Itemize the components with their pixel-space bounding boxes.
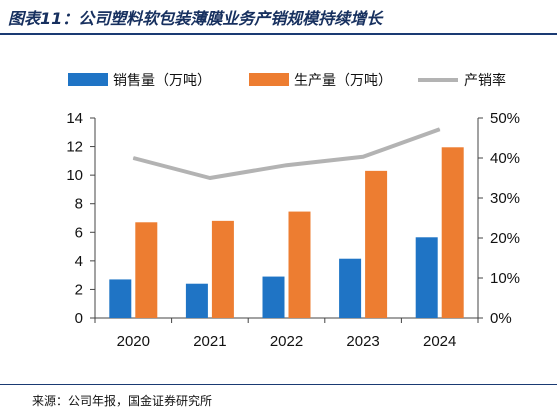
y-left-tick-label: 4 <box>75 253 83 270</box>
bar-production <box>365 170 388 318</box>
title-divider <box>0 33 557 35</box>
source-note: 来源：公司年报，国金证券研究所 <box>32 394 213 408</box>
y-left-tick-label: 6 <box>75 224 83 241</box>
rate-point <box>132 157 134 159</box>
legend-label-rate: 产销率 <box>464 72 506 89</box>
y-right-tick-label: 50% <box>490 110 520 127</box>
chart: 销售量（万吨） 生产量（万吨） 产销率 0 2 4 6 8 10 12 14 0% 10% 20% 30%… <box>66 72 520 350</box>
x-tick-label: 2023 <box>346 333 379 350</box>
y-left-tick-label: 10 <box>66 167 83 184</box>
bar-sales <box>109 279 132 318</box>
rate-point <box>362 156 364 158</box>
y-right-tick-label: 10% <box>490 270 520 287</box>
y-right-tick-label: 30% <box>490 190 520 207</box>
rate-line <box>132 127 441 180</box>
y-right-tick-label: 0% <box>490 310 512 327</box>
bar-sales <box>185 283 208 318</box>
bar-production <box>288 211 311 318</box>
x-tick-label: 2024 <box>423 333 456 350</box>
x-tick-label: 2021 <box>193 333 226 350</box>
y-left-tick-label: 8 <box>75 196 83 213</box>
axes <box>90 117 483 323</box>
y-right-tick-label: 20% <box>490 230 520 247</box>
bar-production <box>135 222 158 318</box>
rate-series-line <box>132 127 441 180</box>
rate-point <box>209 177 211 179</box>
bar-sales <box>339 258 362 318</box>
bars <box>109 147 464 318</box>
legend: 销售量（万吨） 生产量（万吨） 产销率 <box>68 72 506 89</box>
y-left-tick-label: 2 <box>75 281 83 298</box>
rate-point <box>286 164 287 166</box>
y-left-tick-label: 12 <box>66 139 83 156</box>
y-left-tick-label: 14 <box>66 110 83 127</box>
x-tick-label: 2020 <box>117 333 150 350</box>
bar-sales <box>415 237 438 318</box>
bar-sales <box>262 276 285 318</box>
legend-swatch-sales <box>68 73 108 86</box>
tick-labels: 0 2 4 6 8 10 12 14 0% 10% 20% 30% 40% 50% 2020 2021 2022… <box>66 110 520 350</box>
figure-title: 图表11：公司塑料软包装薄膜业务产销规模持续增长 <box>8 9 383 28</box>
y-left-tick-label: 0 <box>75 310 83 327</box>
legend-swatch-production <box>249 73 289 86</box>
legend-label-production: 生产量（万吨） <box>294 73 392 89</box>
rate-point <box>439 128 441 130</box>
footer-divider <box>0 384 557 385</box>
y-right-tick-label: 40% <box>490 150 520 167</box>
bar-production <box>211 220 234 318</box>
x-tick-label: 2022 <box>270 333 303 350</box>
bar-production <box>441 147 464 318</box>
legend-label-sales: 销售量（万吨） <box>113 73 211 89</box>
